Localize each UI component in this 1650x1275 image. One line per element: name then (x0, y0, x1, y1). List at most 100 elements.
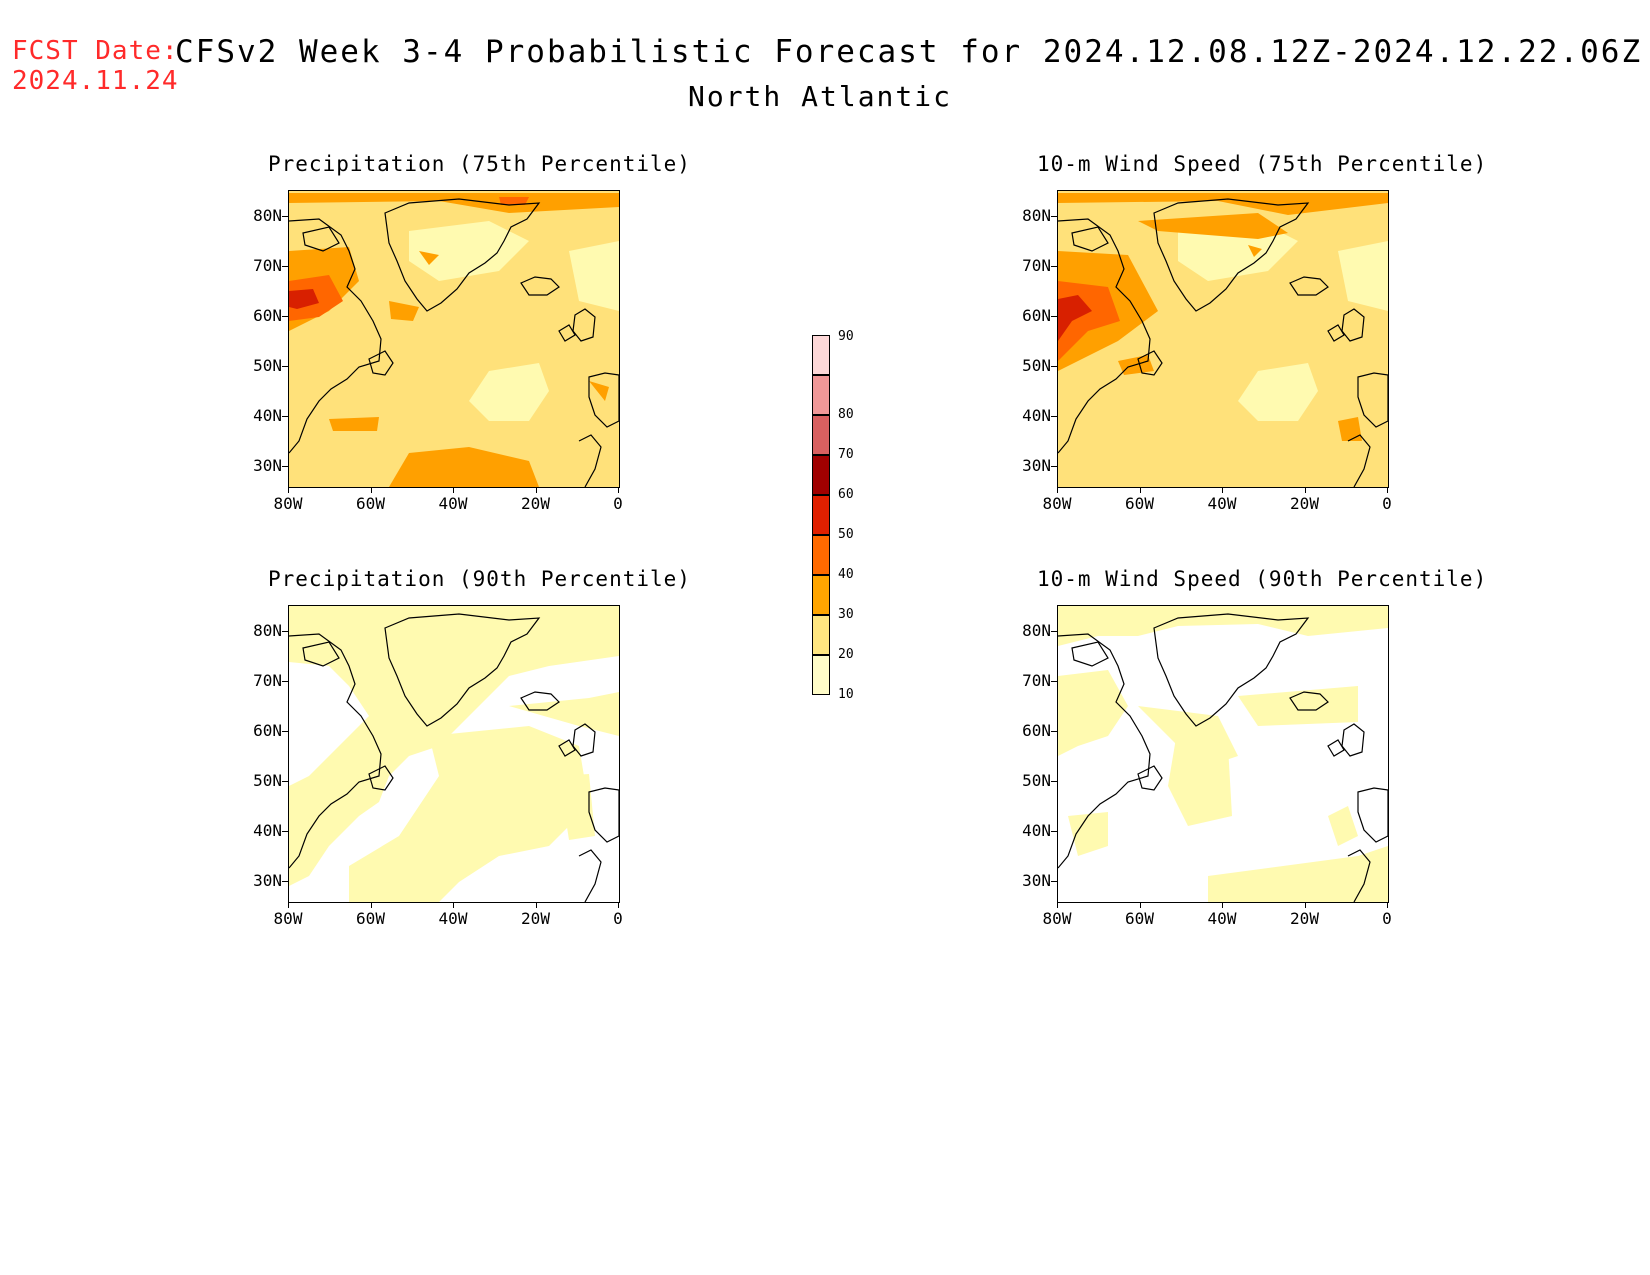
light-patch (1238, 363, 1318, 421)
lat-tick (1051, 831, 1057, 832)
lat-tick (282, 216, 288, 217)
lat-tick (282, 681, 288, 682)
lon-tick (535, 902, 537, 908)
colorbar-swatch (812, 615, 830, 655)
lat-tick (1051, 266, 1057, 267)
probability-patch (509, 692, 619, 736)
orange-patch (389, 447, 539, 487)
lon-tick-label: 0 (613, 494, 623, 513)
lon-tick-label: 20W (1290, 494, 1319, 513)
probability-map (288, 190, 620, 488)
lat-tick (282, 781, 288, 782)
panel-title: Precipitation (90th Percentile) (268, 567, 691, 591)
colorbar-level-label: 40 (838, 567, 854, 582)
probability-patch (1058, 670, 1128, 756)
orange-patch (1338, 417, 1362, 441)
lon-tick-label: 0 (1382, 909, 1392, 928)
lon-tick-label: 40W (438, 909, 468, 928)
red-patch (1058, 295, 1092, 341)
colorbar-swatch (812, 655, 830, 695)
coastline (1137, 765, 1163, 791)
lon-tick (1304, 902, 1306, 908)
coastline (578, 434, 602, 487)
probability-patch (1238, 686, 1358, 726)
colorbar-swatch (812, 335, 830, 375)
colorbar-swatch (812, 575, 830, 615)
colorbar-swatch (812, 535, 830, 575)
lat-tick (1051, 631, 1057, 632)
probability-map (1057, 190, 1389, 488)
lon-tick (1139, 902, 1141, 908)
colorbar-level-label: 60 (838, 487, 854, 502)
orange-patch (289, 193, 619, 213)
lon-tick-label: 20W (1290, 909, 1319, 928)
coastline (578, 849, 602, 902)
coastline (1058, 633, 1151, 869)
coastline (302, 641, 340, 667)
lat-tick-label: 40N (1022, 821, 1051, 840)
lon-tick-label: 60W (356, 494, 385, 513)
lon-tick-label: 60W (1125, 909, 1154, 928)
lon-tick (288, 487, 289, 493)
lon-tick (370, 902, 372, 908)
probability-patch (1168, 726, 1232, 826)
lon-tick-label: 20W (521, 494, 550, 513)
lon-tick-label: 0 (1382, 494, 1392, 513)
lat-tick-label: 70N (1022, 256, 1051, 275)
coastline (1153, 613, 1310, 727)
coastline (558, 739, 576, 757)
lon-tick (1387, 487, 1388, 493)
lat-tick-label: 80N (253, 206, 282, 225)
coastline (520, 691, 560, 711)
lat-tick (282, 731, 288, 732)
lon-tick (453, 487, 454, 493)
lat-tick (1051, 681, 1057, 682)
lon-tick (453, 902, 454, 908)
lat-tick-label: 70N (253, 256, 282, 275)
lon-tick (618, 487, 619, 493)
lat-tick-label: 30N (1022, 456, 1051, 475)
lat-tick-label: 50N (1022, 771, 1051, 790)
lat-tick (282, 366, 288, 367)
colorbar-swatch (812, 415, 830, 455)
colorbar-level-label: 90 (838, 329, 854, 344)
orange-patch (419, 251, 439, 265)
lat-tick (1051, 881, 1057, 882)
dark-orange-patch (499, 197, 529, 205)
coastline (1327, 324, 1345, 342)
lon-tick-label: 80W (1042, 909, 1072, 928)
lat-tick (282, 881, 288, 882)
lat-tick-label: 50N (253, 771, 282, 790)
colorbar-level-label: 80 (838, 407, 854, 422)
lon-tick-label: 40W (1207, 494, 1237, 513)
colorbar-level-label: 70 (838, 447, 854, 462)
lon-tick (1057, 902, 1058, 908)
lat-tick-label: 30N (1022, 871, 1051, 890)
probability-patch (1328, 806, 1358, 846)
lat-tick (282, 631, 288, 632)
lat-tick (1051, 781, 1057, 782)
lat-tick-label: 50N (253, 356, 282, 375)
probability-map (1057, 605, 1389, 903)
colorbar-swatch (812, 455, 830, 495)
light-patch (409, 221, 529, 281)
region-subtitle: North Atlantic (687, 80, 952, 113)
lat-tick (1051, 216, 1057, 217)
colorbar-level-label: 50 (838, 527, 854, 542)
probability-patch (1208, 846, 1388, 902)
probability-patch (1058, 606, 1388, 646)
coastline (302, 226, 340, 252)
orange-patch (329, 417, 379, 431)
coastline (1357, 787, 1388, 843)
forecast-date-label: FCST Date: (12, 36, 179, 66)
lat-tick-label: 80N (253, 621, 282, 640)
lon-tick (1304, 487, 1306, 493)
lon-tick (288, 902, 289, 908)
light-patch (469, 363, 549, 421)
light-patch (569, 241, 619, 311)
coastline (1357, 372, 1388, 428)
lat-tick-label: 60N (253, 721, 282, 740)
colorbar-level-label: 30 (838, 607, 854, 622)
page-title: CFSv2 Week 3-4 Probabilistic Forecast fo… (175, 34, 1643, 70)
coastline (588, 372, 619, 428)
